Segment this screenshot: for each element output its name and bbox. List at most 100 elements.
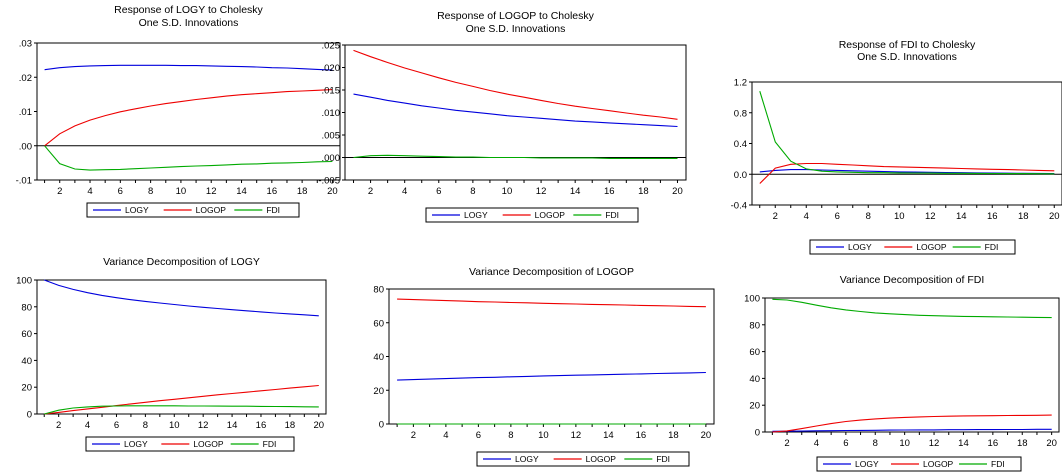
- chart-title: Variance Decomposition of LOGY: [103, 256, 260, 268]
- series-line-fdi: [44, 405, 319, 415]
- series-line-logy: [397, 371, 706, 381]
- series-line-fdi: [772, 298, 1052, 319]
- y-tick-label: 40: [21, 356, 32, 367]
- x-tick-label: 12: [571, 430, 582, 441]
- series-line-fdi: [759, 91, 1055, 175]
- chart-panel: Variance Decomposition of LOGY 0 20 40 60 80 1…: [16, 256, 327, 452]
- x-tick-label: 8: [866, 211, 871, 222]
- legend-label: FDI: [656, 454, 670, 464]
- legend-label: LOGOP: [916, 242, 947, 252]
- plot-frame: [388, 288, 715, 425]
- series-line-logop: [44, 384, 319, 415]
- x-tick-label: 16: [988, 438, 999, 449]
- chart-title: One S.D. Innovations: [466, 23, 566, 35]
- x-tick-label: 18: [297, 186, 308, 197]
- x-tick-label: 10: [502, 186, 513, 197]
- x-tick-label: 12: [929, 438, 940, 449]
- x-tick-label: 12: [198, 420, 209, 431]
- legend-label: FDI: [266, 205, 280, 215]
- y-tick-label: .010: [322, 108, 341, 119]
- x-tick-label: 14: [570, 186, 581, 197]
- series-line-logop: [759, 162, 1055, 184]
- x-tick-label: 2: [784, 438, 789, 449]
- x-tick-label: 10: [538, 430, 549, 441]
- y-tick-label: 80: [21, 302, 32, 313]
- x-tick-label: 4: [402, 186, 407, 197]
- y-tick-label: 40: [373, 352, 384, 363]
- y-tick-label: 100: [16, 276, 32, 287]
- x-tick-label: 4: [85, 420, 90, 431]
- x-tick-label: 6: [835, 211, 840, 222]
- legend-label: LOGY: [855, 459, 879, 469]
- chart-title: Response of FDI to Cholesky: [839, 39, 976, 51]
- plot-frame: [751, 81, 1062, 206]
- x-tick-label: 20: [672, 186, 683, 197]
- legend-label: LOGY: [124, 439, 148, 449]
- x-tick-label: 10: [894, 211, 905, 222]
- plot-frame: [36, 279, 327, 415]
- y-tick-label: 20: [21, 383, 32, 394]
- x-tick-label: 18: [1018, 211, 1029, 222]
- legend-box: [425, 207, 639, 223]
- series-line-logy: [44, 64, 333, 71]
- y-tick-label: 20: [749, 401, 760, 412]
- y-tick-label: .02: [19, 73, 32, 84]
- legend-box: [86, 202, 300, 218]
- series-line-logy: [44, 279, 319, 317]
- x-tick-label: 14: [227, 420, 238, 431]
- legend-label: LOGOP: [586, 454, 617, 464]
- x-tick-label: 20: [701, 430, 712, 441]
- y-tick-label: -.005: [318, 176, 340, 187]
- legend-label: LOGY: [125, 205, 149, 215]
- legend-label: FDI: [263, 439, 277, 449]
- x-tick-label: 4: [87, 186, 92, 197]
- chart-title: Response of LOGOP to Cholesky: [437, 10, 595, 22]
- x-tick-label: 12: [925, 211, 936, 222]
- series-line-logy: [772, 428, 1052, 432]
- x-tick-label: 18: [285, 420, 296, 431]
- x-tick-label: 14: [236, 186, 247, 197]
- y-tick-label: .000: [322, 153, 341, 164]
- y-tick-label: 20: [373, 386, 384, 397]
- x-tick-label: 16: [256, 420, 267, 431]
- legend-label: LOGOP: [196, 205, 227, 215]
- x-tick-label: 10: [899, 438, 910, 449]
- legend: LOGY LOGOP FDI: [809, 239, 1016, 255]
- x-tick-label: 14: [603, 430, 614, 441]
- x-tick-label: 2: [411, 430, 416, 441]
- y-tick-label: .025: [322, 41, 341, 52]
- y-tick-label: 40: [749, 374, 760, 385]
- x-tick-label: 18: [1017, 438, 1028, 449]
- x-tick-label: 20: [1049, 211, 1060, 222]
- legend-box: [476, 451, 690, 467]
- legend-box: [85, 436, 295, 452]
- x-tick-label: 14: [958, 438, 969, 449]
- series-line-logop: [772, 414, 1052, 433]
- series-line-logy: [353, 93, 678, 128]
- chart-panel: Variance Decomposition of FDI 0 20 40 60 80 10…: [744, 274, 1060, 472]
- series-line-logop: [353, 49, 678, 120]
- legend-label: FDI: [985, 242, 999, 252]
- x-tick-label: 14: [956, 211, 967, 222]
- x-tick-label: 20: [327, 186, 338, 197]
- legend: LOGY LOGOP FDI: [816, 456, 1022, 472]
- y-tick-label: .015: [322, 86, 341, 97]
- x-tick-label: 16: [604, 186, 615, 197]
- y-tick-label: .020: [322, 63, 341, 74]
- y-tick-label: 0.0: [734, 170, 747, 181]
- x-tick-label: 18: [668, 430, 679, 441]
- x-tick-label: 16: [267, 186, 278, 197]
- legend: LOGY LOGOP FDI: [85, 436, 295, 452]
- chart-panel: Variance Decomposition of LOGOP 0 20 40 60 80…: [373, 266, 715, 467]
- y-tick-label: -.01: [16, 176, 32, 187]
- legend-label: LOGOP: [193, 439, 224, 449]
- y-tick-label: 0.8: [734, 108, 747, 119]
- legend-label: LOGOP: [535, 210, 566, 220]
- legend-label: LOGY: [848, 242, 872, 252]
- y-tick-label: .005: [322, 131, 341, 142]
- x-tick-label: 8: [508, 430, 513, 441]
- y-tick-label: 80: [749, 320, 760, 331]
- series-line-fdi: [44, 145, 333, 171]
